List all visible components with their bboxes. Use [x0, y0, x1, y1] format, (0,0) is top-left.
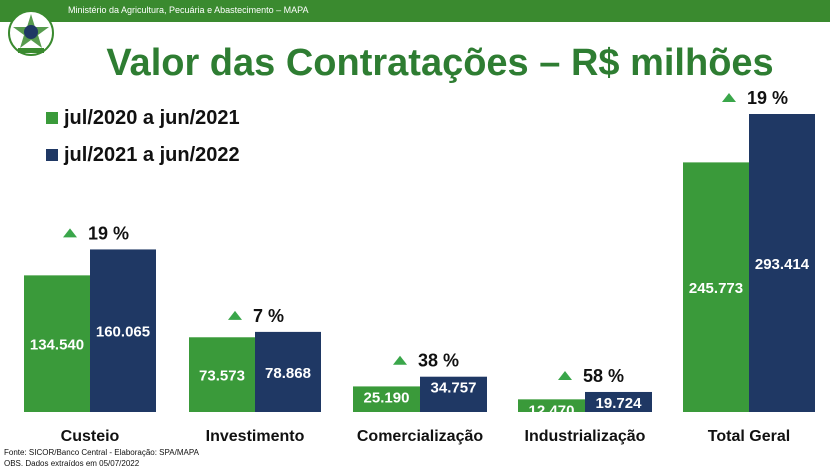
bar-industrializacao-2021	[585, 391, 652, 412]
chart-title: Valor das Contratações – R$ milhões	[106, 42, 774, 84]
coat-of-arms-icon	[8, 10, 54, 56]
category-label-comercializacao: Comercialização	[357, 428, 484, 445]
legend-label-2020: jul/2020 a jun/2021	[64, 106, 240, 129]
up-arrow-icon	[228, 310, 242, 320]
bar-comercializacao-2020	[353, 386, 420, 412]
data-label-comercializacao-2021: 34.757	[431, 380, 477, 397]
up-arrow-icon	[558, 370, 572, 380]
bar-investimento-2021	[255, 331, 321, 412]
data-label-industrializacao-2020: 12.470	[529, 402, 575, 419]
data-label-comercializacao-2020: 25.190	[364, 389, 410, 406]
category-label-total-geral: Total Geral	[708, 428, 790, 445]
legend-swatch-2021	[46, 149, 58, 161]
bar-custeio-2020	[24, 275, 90, 412]
legend-item-2021: jul/2021 a jun/2022	[46, 143, 240, 167]
data-label-total-geral-2021: 293.414	[755, 256, 810, 273]
bar-comercializacao-2021	[420, 376, 487, 412]
legend-swatch-2020	[46, 112, 58, 124]
category-label-custeio: Custeio	[61, 428, 120, 445]
header-bar	[0, 0, 830, 22]
category-label-investimento: Investimento	[206, 428, 305, 445]
data-label-investimento-2021: 78.868	[265, 365, 311, 382]
growth-label-total-geral: 19 %	[747, 88, 788, 108]
bar-total-geral-2021	[749, 114, 815, 412]
growth-label-comercializacao: 38 %	[418, 351, 459, 371]
data-label-investimento-2020: 73.573	[199, 368, 245, 385]
category-label-industrializacao: Industrialização	[525, 428, 646, 445]
bar-total-geral-2020	[683, 162, 749, 412]
data-label-custeio-2021: 160.065	[96, 324, 150, 341]
growth-label-industrializacao: 58 %	[583, 366, 624, 386]
footnote-source: Fonte: SICOR/Banco Central - Elaboração:…	[4, 448, 199, 457]
legend-label-2021: jul/2021 a jun/2022	[64, 143, 240, 166]
ministry-name: Ministério da Agricultura, Pecuária e Ab…	[68, 5, 309, 15]
footnote-obs: OBS. Dados extraídos em 05/07/2022	[4, 459, 140, 468]
up-arrow-icon	[393, 355, 407, 365]
data-label-industrializacao-2021: 19.724	[596, 395, 643, 412]
growth-label-investimento: 7 %	[253, 306, 284, 326]
up-arrow-icon	[63, 228, 77, 238]
up-arrow-icon	[722, 93, 736, 102]
bar-custeio-2021	[90, 249, 156, 412]
bar-industrializacao-2020	[518, 399, 585, 412]
data-label-custeio-2020: 134.540	[30, 337, 84, 354]
data-label-total-geral-2020: 245.773	[689, 280, 743, 297]
bar-investimento-2020	[189, 337, 255, 412]
legend-item-2020: jul/2020 a jun/2021	[46, 106, 240, 130]
growth-label-custeio: 19 %	[88, 223, 129, 243]
